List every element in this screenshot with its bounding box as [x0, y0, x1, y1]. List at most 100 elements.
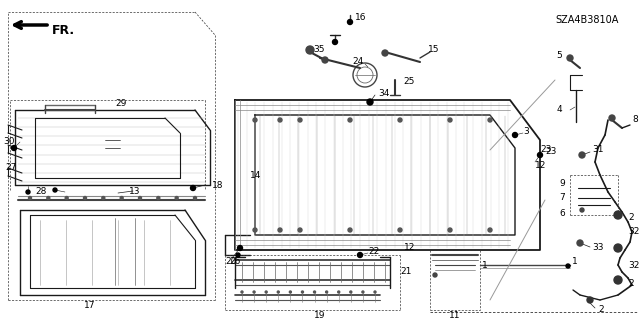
- Text: 14: 14: [250, 170, 261, 180]
- Text: 23: 23: [540, 145, 552, 154]
- Text: 29: 29: [115, 100, 126, 108]
- Text: 22: 22: [368, 248, 380, 256]
- Text: FR.: FR.: [52, 24, 75, 36]
- Circle shape: [29, 197, 31, 199]
- Circle shape: [333, 40, 337, 44]
- Circle shape: [12, 145, 17, 151]
- Circle shape: [338, 291, 340, 293]
- Text: 7: 7: [559, 194, 565, 203]
- Text: 30: 30: [3, 137, 15, 146]
- Circle shape: [26, 190, 30, 194]
- Circle shape: [448, 118, 452, 122]
- Text: 26: 26: [229, 257, 241, 266]
- Text: 11: 11: [449, 310, 461, 319]
- Circle shape: [175, 197, 178, 199]
- Circle shape: [398, 228, 402, 232]
- Circle shape: [488, 228, 492, 232]
- Circle shape: [350, 291, 352, 293]
- Circle shape: [237, 246, 243, 250]
- Text: 31: 31: [592, 145, 604, 154]
- Circle shape: [265, 291, 267, 293]
- Circle shape: [241, 291, 243, 293]
- Circle shape: [53, 188, 57, 192]
- Circle shape: [253, 118, 257, 122]
- Text: 21: 21: [400, 268, 412, 277]
- Circle shape: [362, 291, 364, 293]
- Circle shape: [298, 228, 302, 232]
- Circle shape: [157, 197, 160, 199]
- Circle shape: [448, 228, 452, 232]
- Circle shape: [278, 228, 282, 232]
- Circle shape: [566, 264, 570, 268]
- Circle shape: [47, 197, 50, 199]
- Text: 12: 12: [535, 160, 547, 169]
- Circle shape: [301, 291, 303, 293]
- Text: 8: 8: [632, 115, 637, 124]
- Circle shape: [348, 19, 353, 25]
- Circle shape: [580, 208, 584, 212]
- Text: 2: 2: [628, 213, 634, 222]
- Circle shape: [433, 273, 437, 277]
- Circle shape: [614, 276, 622, 284]
- Circle shape: [298, 118, 302, 122]
- Text: SZA4B3810A: SZA4B3810A: [555, 15, 618, 25]
- Text: 12: 12: [404, 243, 416, 253]
- Circle shape: [193, 197, 196, 199]
- Text: 13: 13: [129, 187, 141, 196]
- Text: 16: 16: [355, 13, 367, 23]
- Circle shape: [314, 291, 316, 293]
- Circle shape: [398, 118, 402, 122]
- Circle shape: [358, 253, 362, 257]
- Circle shape: [609, 115, 615, 121]
- Text: 18: 18: [212, 181, 223, 189]
- Circle shape: [348, 228, 352, 232]
- Circle shape: [587, 297, 593, 303]
- Text: 28: 28: [35, 188, 46, 197]
- Circle shape: [614, 244, 622, 252]
- Circle shape: [253, 228, 257, 232]
- Circle shape: [367, 99, 373, 105]
- Circle shape: [577, 240, 583, 246]
- Text: 5: 5: [556, 51, 562, 61]
- Text: 6: 6: [559, 209, 565, 218]
- Circle shape: [289, 291, 291, 293]
- Text: 3: 3: [523, 128, 529, 137]
- Text: 34: 34: [378, 88, 389, 98]
- Circle shape: [579, 152, 585, 158]
- Text: 27: 27: [5, 162, 17, 172]
- Text: 19: 19: [314, 310, 326, 319]
- Circle shape: [382, 50, 388, 56]
- Circle shape: [567, 55, 573, 61]
- Text: 15: 15: [428, 46, 440, 55]
- Circle shape: [277, 291, 279, 293]
- Text: 32: 32: [628, 227, 639, 236]
- Circle shape: [614, 211, 622, 219]
- Text: 2: 2: [628, 278, 634, 287]
- Text: 20: 20: [225, 257, 236, 266]
- Text: 17: 17: [84, 300, 96, 309]
- Text: 35: 35: [314, 46, 325, 55]
- Text: 1: 1: [482, 261, 488, 270]
- Circle shape: [120, 197, 123, 199]
- Circle shape: [538, 152, 543, 158]
- Circle shape: [83, 197, 86, 199]
- Text: 23: 23: [545, 147, 556, 157]
- Text: 2: 2: [598, 306, 604, 315]
- Text: 9: 9: [559, 179, 565, 188]
- Text: 1: 1: [572, 257, 578, 266]
- Circle shape: [138, 197, 141, 199]
- Text: 33: 33: [592, 243, 604, 253]
- Circle shape: [102, 197, 105, 199]
- Circle shape: [374, 291, 376, 293]
- Text: 32: 32: [628, 261, 639, 270]
- Circle shape: [278, 118, 282, 122]
- Circle shape: [236, 253, 240, 257]
- Circle shape: [65, 197, 68, 199]
- Circle shape: [306, 46, 314, 54]
- Circle shape: [326, 291, 328, 293]
- Circle shape: [322, 57, 328, 63]
- Circle shape: [348, 118, 352, 122]
- Text: 25: 25: [403, 78, 414, 86]
- Text: 24: 24: [353, 57, 364, 66]
- Circle shape: [488, 118, 492, 122]
